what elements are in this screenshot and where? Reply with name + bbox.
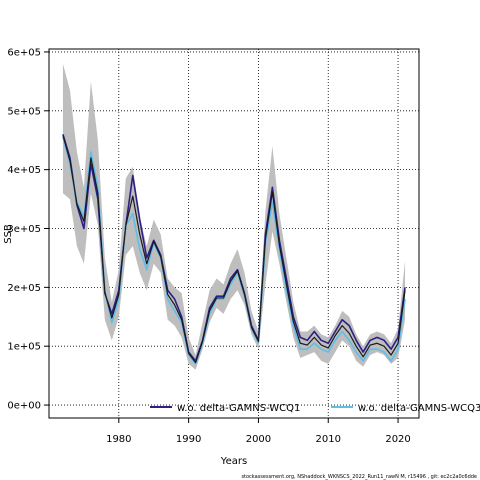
series-line-estimate	[62, 135, 406, 364]
legend-label-wcq1: w.o. delta-GAMNS-WCQ1	[177, 403, 300, 414]
series-layer	[62, 134, 406, 365]
x-tick-label: 2000	[246, 434, 271, 445]
y-tick-label: 5e+05	[7, 106, 41, 117]
y-axis-title: SSB	[3, 224, 14, 244]
legend-label-wcq3: w.o. delta-GAMNS-WCQ3	[358, 403, 480, 414]
y-tick-label: 4e+05	[7, 165, 41, 176]
x-tick-label: 2010	[316, 434, 341, 445]
y-tick-label: 2e+05	[7, 283, 41, 294]
x-axis-title: Years	[220, 456, 247, 467]
plot-frame	[48, 48, 420, 419]
footnote: stockassessment.org, NShaddock_WKNSCS_20…	[241, 474, 477, 480]
y-tick-label: 1e+05	[7, 342, 41, 353]
y-tick-label: 3e+05	[7, 224, 41, 235]
y-tick-label: 6e+05	[7, 47, 41, 58]
x-tick-label: 1980	[106, 434, 131, 445]
axis-layer: 1980 1990 2000 2010 2020 0e+00 1e+05 2e+05 3e+05…	[7, 47, 410, 445]
y-tick-label: 0e+00	[7, 401, 41, 412]
x-tick-label: 1990	[176, 434, 201, 445]
x-tick-label: 2020	[385, 434, 410, 445]
legend: w.o. delta-GAMNS-WCQ1 w.o. delta-GAMNS-W…	[150, 403, 480, 414]
